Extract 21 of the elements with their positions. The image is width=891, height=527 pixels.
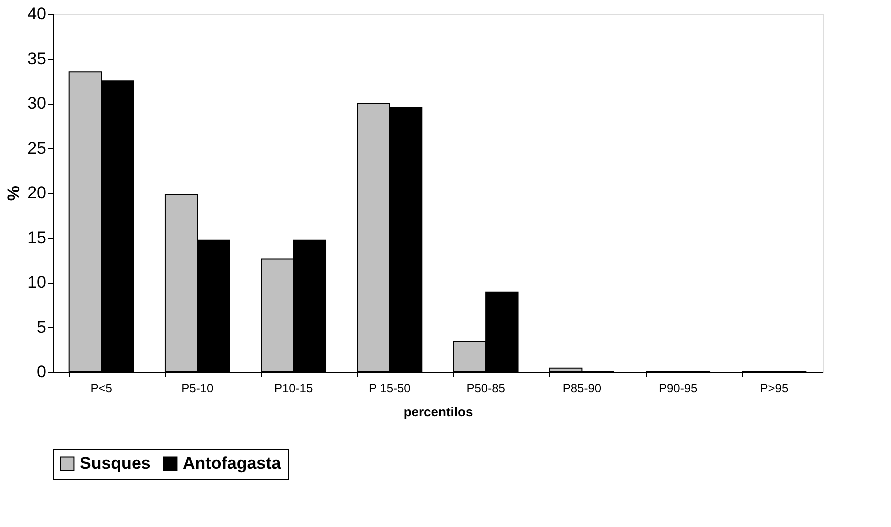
y-tick-label: 15 xyxy=(28,228,46,248)
y-tick-label: 5 xyxy=(37,318,46,337)
x-tick-label: P10-15 xyxy=(274,382,314,396)
x-axis-title: percentilos xyxy=(404,404,474,420)
y-tick-label: 0 xyxy=(37,362,46,382)
y-axis-title: % xyxy=(4,186,24,202)
x-tick-label: P 15-50 xyxy=(369,382,412,396)
x-tick-label: P5-10 xyxy=(182,382,214,396)
y-tick-label: 25 xyxy=(28,138,46,158)
legend-label: Antofagasta xyxy=(183,454,282,473)
x-tick-label: P>95 xyxy=(760,382,789,396)
y-tick-label: 30 xyxy=(28,94,46,113)
y-tick-label: 20 xyxy=(28,184,46,202)
x-tick-label: P85-90 xyxy=(562,382,602,396)
y-tick-label: 10 xyxy=(28,273,46,292)
legend-label: Susques xyxy=(80,454,151,473)
y-tick-label: 40 xyxy=(28,4,46,24)
x-tick-label: P<5 xyxy=(90,382,113,396)
x-tick-label: P90-95 xyxy=(658,382,698,396)
x-tick-label: P50-85 xyxy=(466,382,506,396)
y-tick-label: 35 xyxy=(28,49,46,68)
